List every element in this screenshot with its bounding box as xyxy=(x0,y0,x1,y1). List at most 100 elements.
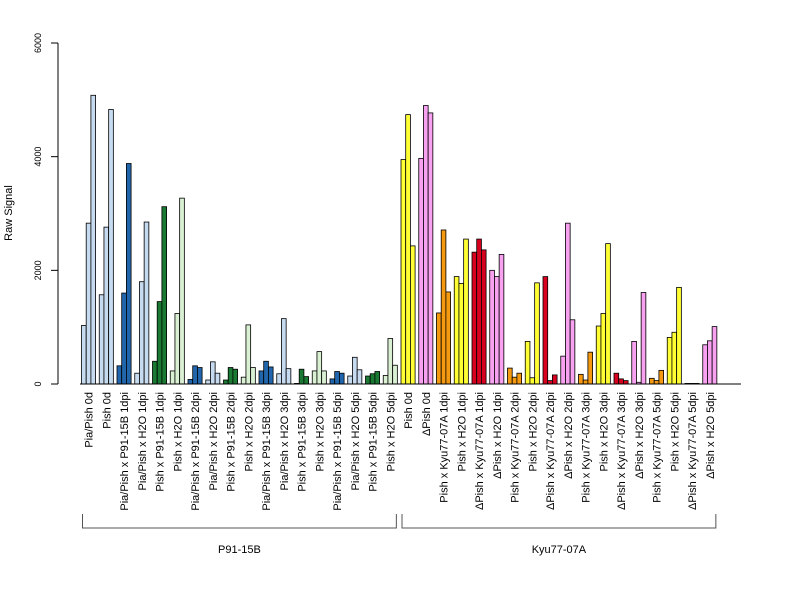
bar-group xyxy=(276,318,292,385)
x-tick-label: Pish 0d xyxy=(101,392,113,429)
bar xyxy=(524,340,531,385)
group-label: Kyu77-07A xyxy=(532,544,587,556)
x-tick-label: ΔPish x Kyu77-07A 5dpi xyxy=(687,392,699,510)
bar xyxy=(347,375,353,385)
bar xyxy=(418,157,424,385)
bar xyxy=(400,159,407,385)
group-bracket: Kyu77-07A xyxy=(401,514,717,556)
bar-group xyxy=(542,276,558,385)
bar xyxy=(174,313,181,385)
bar xyxy=(423,105,429,385)
bar xyxy=(392,364,398,385)
bar-group xyxy=(453,238,469,385)
bar-group xyxy=(507,367,523,385)
y-tick-label: 4000 xyxy=(33,147,43,167)
bar-group xyxy=(311,351,327,385)
bar xyxy=(445,291,451,385)
x-tick-label: Pish x H2O 2dpi xyxy=(243,392,255,471)
bar xyxy=(463,238,469,385)
bar xyxy=(285,368,292,385)
bar xyxy=(569,319,576,385)
x-tick-label: Pish x H2O 3dpi xyxy=(314,392,326,471)
bar xyxy=(436,312,442,385)
bar xyxy=(161,206,167,385)
bar xyxy=(258,370,265,385)
bar xyxy=(316,351,323,385)
x-tick-label: Pish x H2O 3dpi xyxy=(598,392,610,471)
bar xyxy=(156,301,163,385)
bar xyxy=(263,360,269,385)
bar xyxy=(227,367,234,385)
x-tick-label: ΔPish x H2O 1dpi xyxy=(492,392,504,479)
bar-group xyxy=(294,368,309,385)
bar xyxy=(489,269,495,385)
group-bracket-line xyxy=(82,514,397,529)
bar xyxy=(498,254,505,385)
bar-group xyxy=(471,238,487,385)
bar xyxy=(595,325,602,385)
bar-group xyxy=(649,369,665,385)
bar xyxy=(649,377,655,385)
x-tick-label: Pish x Kyu77-07A 1dpi xyxy=(439,392,451,503)
category-labels: Pia/Pish 0d Pish 0d Pia/Pish x P91-15B 1dp… xyxy=(84,392,717,511)
bar xyxy=(631,340,637,385)
bar xyxy=(223,379,229,385)
bar xyxy=(587,351,594,385)
x-tick-label: Pish 0d xyxy=(403,392,415,429)
bar xyxy=(507,367,513,385)
axes: 0 2000 4000 6000 xyxy=(33,33,741,387)
bar xyxy=(311,370,318,385)
x-tick-label: Pia/Pish x P91-15B 1dpi xyxy=(119,392,131,511)
bar xyxy=(658,369,665,385)
bars-layer xyxy=(81,94,718,385)
x-tick-label: Pish x P91-15B 5dpi xyxy=(368,392,380,492)
bar-group xyxy=(223,367,238,385)
bar-group xyxy=(400,114,416,385)
bar xyxy=(303,376,309,385)
x-tick-label: Pish x H2O 5dpi xyxy=(669,392,681,471)
bar xyxy=(605,243,611,385)
bar xyxy=(152,360,158,385)
bar xyxy=(387,338,394,385)
x-tick-label: Pia/Pish 0d xyxy=(84,392,96,448)
bar xyxy=(143,221,150,385)
bar xyxy=(232,368,238,385)
bar xyxy=(676,286,682,385)
bar xyxy=(560,355,566,385)
x-tick-label: Pia/Pish x H2O 1dpi xyxy=(137,392,149,490)
bar xyxy=(338,372,345,385)
x-tick-label: Pish x Kyu77-07A 3dpi xyxy=(581,392,593,503)
bar xyxy=(116,365,123,385)
x-tick-label: Pia/Pish x P91-15B 3dpi xyxy=(261,392,273,511)
bar-group xyxy=(347,356,363,385)
bar xyxy=(245,324,252,385)
bar xyxy=(352,356,358,385)
bar xyxy=(179,197,185,385)
bar xyxy=(90,94,97,385)
bar-group xyxy=(169,197,185,385)
x-tick-label: Pia/Pish x H2O 2dpi xyxy=(208,392,220,490)
bar-group xyxy=(524,282,540,385)
y-axis-label: Raw Signal xyxy=(3,185,15,241)
bar xyxy=(205,379,211,385)
bar xyxy=(85,222,92,385)
x-tick-label: Pish x H2O 1dpi xyxy=(456,392,468,471)
bar xyxy=(210,361,216,385)
bar xyxy=(356,369,363,385)
bar xyxy=(298,368,305,385)
x-tick-label: Pia/Pish x H2O 3dpi xyxy=(279,392,291,490)
bar xyxy=(702,344,708,385)
group-brackets: P91-15B Kyu77-07A xyxy=(82,514,717,556)
x-tick-label: ΔPish x H2O 5dpi xyxy=(705,392,717,479)
bar xyxy=(365,375,371,385)
bar xyxy=(511,376,518,385)
bar xyxy=(582,379,589,385)
bar xyxy=(565,222,571,385)
bar xyxy=(471,251,478,385)
bar xyxy=(192,365,198,385)
bar-group xyxy=(595,243,611,385)
bar-group xyxy=(613,372,629,385)
bar-group xyxy=(81,94,97,385)
bar xyxy=(480,249,487,385)
